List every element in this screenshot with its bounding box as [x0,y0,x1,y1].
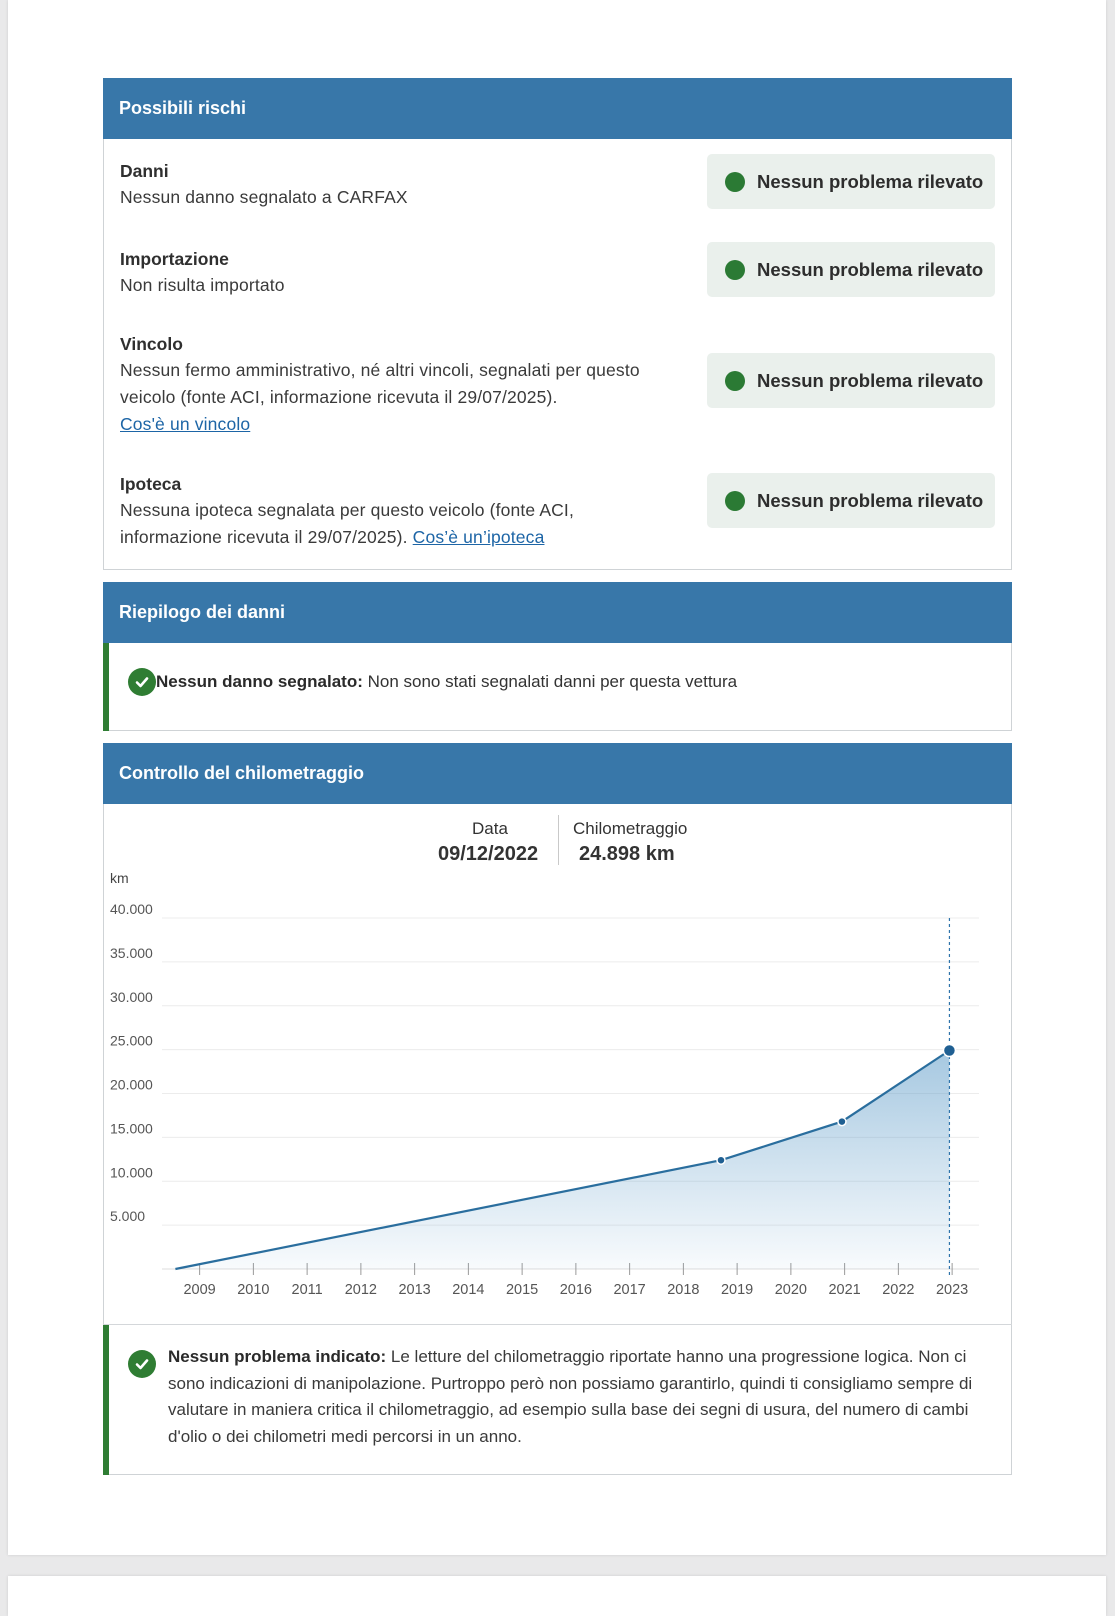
green-accent-bar [103,1325,109,1475]
y-tick-label: 25.000 [110,1033,153,1049]
green-dot-icon [725,171,745,192]
x-tick-label: 2023 [936,1282,968,1298]
mileage-readout: Data 09/12/2022 Chilometraggio 24.898 km [104,815,1011,867]
risk-text: Nessun fermo amministrativo, né altri vi… [120,360,640,407]
risks-header: Possibili rischi [103,78,1012,139]
note-text: Le letture del chilometraggio riportate … [168,1347,973,1446]
x-tick-label: 2011 [292,1282,323,1298]
x-tick-label: 2019 [721,1282,753,1298]
x-tick-label: 2014 [452,1282,484,1298]
mileage-card: Controllo del chilometraggio Data 09/12/… [103,743,1012,1475]
risk-text: Non risulta importato [120,275,285,295]
readout-divider [558,815,559,865]
km-label: Chilometraggio [573,819,688,838]
damage-label: Nessun danno segnalato: [156,672,363,691]
mileage-note: Nessun problema indicato: Le letture del… [168,1344,988,1450]
damage-card: Riepilogo dei danni Nessun danno segnala… [103,582,1012,731]
next-page [8,1576,1106,1616]
risk-title: Importazione [120,249,229,269]
vincolo-link[interactable]: Cos'è un vincolo [120,414,251,434]
x-tick-label: 2013 [398,1282,430,1298]
data-point-selected [942,1043,957,1058]
x-tick-label: 2009 [183,1282,215,1298]
risk-row-danni: Danni Nessun danno segnalato a CARFAX Ne… [120,154,995,218]
data-point [716,1155,726,1165]
damage-text: Non sono stati segnalati danni per quest… [362,672,738,691]
status-label: Nessun problema rilevato [757,170,984,192]
x-tick-label: 2022 [882,1282,914,1298]
check-circle-icon [128,668,156,696]
risk-row-ipoteca: Ipoteca Nessuna ipoteca segnalata per qu… [120,471,995,551]
y-tick-label: 20.000 [110,1077,153,1093]
x-tick-label: 2018 [667,1282,699,1298]
damage-header: Riepilogo dei danni [103,582,1012,643]
green-dot-icon [725,259,745,280]
x-tick-label: 2010 [237,1282,269,1298]
damage-summary: Nessun danno segnalato: Non sono stati s… [128,668,737,696]
x-tick-label: 2017 [613,1282,645,1298]
note-label: Nessun problema indicato: [168,1347,387,1366]
green-accent-bar [103,643,109,731]
green-dot-icon [725,490,745,511]
risk-title: Danni [120,161,169,181]
mileage-header: Controllo del chilometraggio [103,743,1012,804]
y-tick-label: 35.000 [110,945,153,961]
ipoteca-link[interactable]: Cos’è un’ipoteca [412,527,545,547]
risk-text: Nessun danno segnalato a CARFAX [120,187,408,207]
status-badge: Nessun problema rilevato [707,242,995,297]
status-badge: Nessun problema rilevato [707,353,995,408]
data-point [837,1116,847,1127]
status-label: Nessun problema rilevato [757,369,984,391]
green-dot-icon [725,370,745,391]
status-label: Nessun problema rilevato [757,258,984,280]
risks-card: Possibili rischi Danni Nessun danno segn… [103,78,1012,570]
x-tick-label: 2016 [560,1282,592,1298]
y-tick-label: 5.000 [110,1208,145,1224]
risk-text: Nessuna ipoteca segnalata per questo vei… [120,500,574,547]
y-tick-label: 40.000 [110,901,153,917]
check-circle-icon [128,1350,156,1378]
x-tick-label: 2012 [345,1282,377,1298]
x-tick-label: 2020 [775,1282,807,1298]
mileage-line [175,1049,951,1271]
status-badge: Nessun problema rilevato [707,154,995,209]
y-tick-label: 15.000 [110,1120,153,1136]
x-tick-label: 2021 [828,1282,860,1298]
risk-row-importazione: Importazione Non risulta importato Nessu… [120,242,995,306]
y-tick-label: 30.000 [110,989,153,1005]
date-label: Data [472,819,508,838]
risk-title: Ipoteca [120,474,182,494]
mileage-chart[interactable]: km 5.000 10.000 15.000 20.000 25.000 30.000 35.… [104,871,1011,1321]
y-axis-label: km [110,871,129,886]
risk-row-vincolo: Vincolo Nessun fermo amministrativo, né … [120,331,995,441]
status-label: Nessun problema rilevato [757,489,984,511]
km-value: 24.898 km [579,843,675,865]
mileage-area [175,1050,950,1269]
status-badge: Nessun problema rilevato [707,473,995,528]
x-tick-label: 2015 [506,1282,538,1298]
divider [103,1324,1012,1325]
risk-title: Vincolo [120,334,183,354]
date-value: 09/12/2022 [438,843,539,865]
y-tick-label: 10.000 [110,1164,153,1180]
